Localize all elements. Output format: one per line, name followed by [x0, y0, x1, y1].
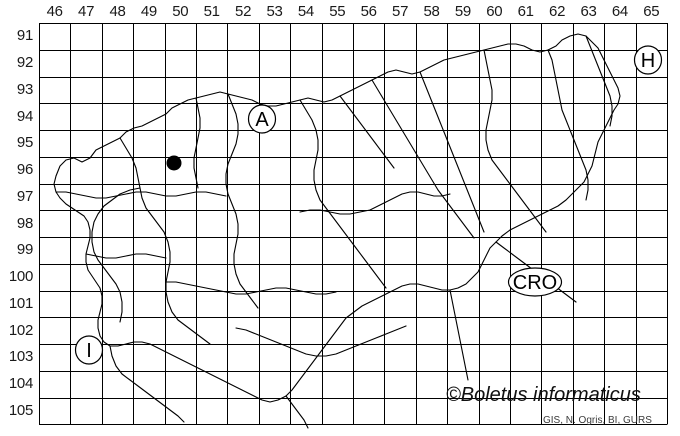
slovenia-border: [53, 33, 621, 403]
data-source-note: GIS, N. Ogris, BI, GURS: [543, 415, 652, 426]
column-header-61: 61: [517, 3, 534, 20]
column-header-48: 48: [109, 3, 126, 20]
region-line-3: [299, 99, 387, 289]
column-header-51: 51: [203, 3, 220, 20]
column-header-54: 54: [297, 3, 314, 20]
row-header-98: 98: [16, 214, 33, 232]
country-label-text-croatia: CRO: [513, 272, 557, 294]
region-line-20: [85, 253, 167, 259]
country-outlines: [53, 33, 621, 429]
region-line-7: [299, 191, 451, 215]
country-label-ellipse-croatia: [507, 267, 563, 297]
occurrence-points: [166, 155, 182, 171]
region-line-8: [165, 281, 337, 295]
region-line-11: [547, 49, 589, 201]
row-header-97: 97: [16, 187, 33, 205]
column-header-63: 63: [580, 3, 597, 20]
country-label-layer: A H CRO I: [74, 45, 663, 365]
country-label-ellipse-italy: [74, 335, 104, 365]
row-header-93: 93: [16, 80, 33, 98]
column-header-47: 47: [78, 3, 95, 20]
region-line-6: [55, 191, 227, 199]
region-line-16: [449, 289, 469, 381]
row-header-100: 100: [8, 268, 33, 286]
row-header-91: 91: [16, 27, 33, 45]
country-label-ellipse-hungary: [633, 45, 663, 75]
column-header-62: 62: [549, 3, 566, 20]
column-header-57: 57: [392, 3, 409, 20]
column-header-65: 65: [643, 3, 660, 20]
column-header-59: 59: [454, 3, 471, 20]
region-line-1: [119, 137, 211, 345]
country-label-text-hungary: H: [641, 50, 655, 72]
column-header-60: 60: [486, 3, 503, 20]
region-line-5: [483, 49, 547, 233]
row-header-102: 102: [8, 321, 33, 339]
region-line-14: [285, 395, 309, 429]
region-line-19: [339, 95, 395, 169]
column-header-56: 56: [360, 3, 377, 20]
copyright-credit: ©Boletus informaticus: [446, 384, 641, 406]
row-header-96: 96: [16, 161, 33, 179]
region-line-17: [585, 35, 613, 127]
occurrence-point-1: [166, 155, 182, 171]
column-header-55: 55: [329, 3, 346, 20]
row-header-95: 95: [16, 134, 33, 152]
region-line-12: [235, 325, 407, 357]
column-header-64: 64: [611, 3, 628, 20]
country-label-ellipse-austria: [247, 104, 277, 134]
row-header-99: 99: [16, 241, 33, 259]
column-header-50: 50: [172, 3, 189, 20]
column-header-46: 46: [46, 3, 63, 20]
row-header-101: 101: [8, 294, 33, 312]
utm-grid: [38, 22, 669, 426]
column-header-49: 49: [140, 3, 157, 20]
row-header-105: 105: [8, 401, 33, 419]
region-line-10: [419, 71, 485, 233]
region-line-18: [193, 97, 201, 189]
row-header-103: 103: [8, 348, 33, 366]
region-line-9: [91, 187, 141, 323]
country-label-text-austria: A: [255, 109, 269, 131]
row-header-94: 94: [16, 107, 33, 125]
row-header-92: 92: [16, 54, 33, 72]
region-line-2: [225, 93, 259, 309]
region-line-13: [109, 345, 185, 423]
column-header-53: 53: [266, 3, 283, 20]
row-header-104: 104: [8, 375, 33, 393]
column-header-52: 52: [235, 3, 252, 20]
region-line-4: [371, 79, 475, 239]
country-label-text-italy: I: [86, 340, 92, 362]
column-header-58: 58: [423, 3, 440, 20]
